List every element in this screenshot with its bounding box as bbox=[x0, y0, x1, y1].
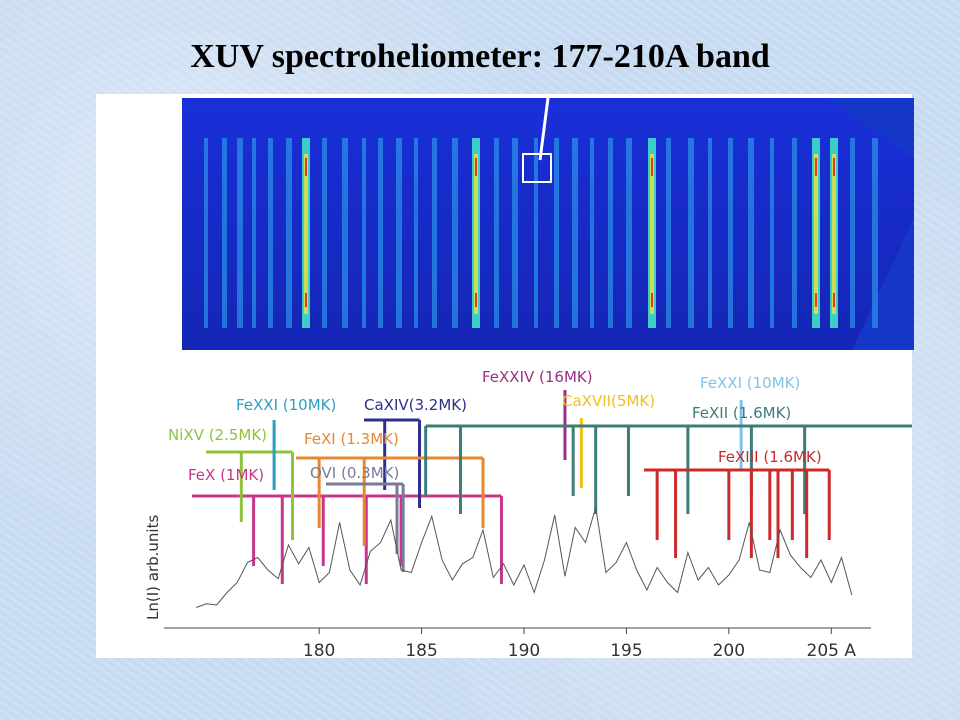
image-stripe bbox=[432, 138, 437, 328]
image-stripe bbox=[666, 138, 671, 328]
image-stripe-peak bbox=[651, 293, 653, 307]
image-stripe bbox=[268, 138, 273, 328]
image-stripe-core bbox=[650, 154, 654, 314]
x-tick-label: 205 A bbox=[807, 641, 857, 660]
x-tick-label: 195 bbox=[610, 641, 642, 660]
ion-label: CaXVII(5MK) bbox=[562, 392, 655, 410]
pointer-line bbox=[538, 98, 550, 161]
image-stripe bbox=[590, 138, 594, 328]
image-stripe-peak bbox=[833, 158, 835, 176]
image-stripe-core bbox=[304, 154, 308, 314]
ion-label: OVI (0.3MK) bbox=[310, 464, 399, 482]
image-stripe bbox=[572, 138, 578, 328]
image-stripe-core bbox=[832, 154, 836, 314]
image-stripe bbox=[222, 138, 227, 328]
ion-label: FeXIII (1.6MK) bbox=[718, 448, 822, 466]
image-stripe-peak bbox=[833, 293, 835, 307]
image-stripe bbox=[708, 138, 712, 328]
image-stripe bbox=[494, 138, 499, 328]
image-stripe bbox=[554, 138, 559, 328]
highlight-box bbox=[522, 153, 552, 183]
image-stripe bbox=[396, 138, 402, 328]
image-stripe bbox=[286, 138, 292, 328]
image-stripe-peak bbox=[305, 158, 307, 176]
image-stripe bbox=[378, 138, 383, 328]
image-stripe bbox=[872, 138, 878, 328]
image-stripe bbox=[342, 138, 348, 328]
image-corner-ur bbox=[827, 98, 914, 158]
spectrum-chart: FeX (1MK) NiXV (2.5MK) FeXXI (10MK) CaXIV(3… bbox=[144, 368, 912, 660]
ion-label: CaXIV(3.2MK) bbox=[364, 396, 467, 414]
image-corner-lr bbox=[852, 218, 914, 350]
ion-label: FeXXI (10MK) bbox=[236, 396, 336, 414]
image-stripe bbox=[748, 138, 754, 328]
x-tick-label: 180 bbox=[303, 641, 335, 660]
ion-label: FeXXIV (16MK) bbox=[482, 368, 593, 386]
image-stripe bbox=[534, 138, 538, 328]
image-stripe bbox=[728, 138, 733, 328]
ion-label: NiXV (2.5MK) bbox=[168, 426, 267, 444]
y-axis-label: Ln(I) arb.units bbox=[144, 515, 162, 620]
x-tick-label: 190 bbox=[508, 641, 540, 660]
ion-label: FeXI (1.3MK) bbox=[304, 430, 399, 448]
chart-title: XUV spectroheliometer: 177-210A band bbox=[190, 38, 770, 75]
image-stripe-peak bbox=[475, 158, 477, 176]
x-tick-label: 185 bbox=[405, 641, 437, 660]
image-stripe bbox=[414, 138, 418, 328]
spectral-line-stripes bbox=[204, 138, 878, 328]
spectroheliogram-image bbox=[182, 98, 914, 350]
image-stripe bbox=[452, 138, 458, 328]
image-stripe-peak bbox=[475, 293, 477, 307]
image-stripe-peak bbox=[815, 293, 817, 307]
image-stripe bbox=[237, 138, 243, 328]
image-stripe-peak bbox=[815, 158, 817, 176]
image-stripe-peak bbox=[651, 158, 653, 176]
image-stripe bbox=[688, 138, 694, 328]
ion-label: FeX (1MK) bbox=[188, 466, 264, 484]
image-stripe bbox=[204, 138, 208, 328]
image-stripe bbox=[770, 138, 774, 328]
image-stripe bbox=[792, 138, 797, 328]
image-stripe bbox=[850, 138, 855, 328]
image-stripe bbox=[322, 138, 327, 328]
ion-label: FeXII (1.6MK) bbox=[692, 404, 791, 422]
image-stripe-peak bbox=[305, 293, 307, 307]
image-stripe bbox=[626, 138, 632, 328]
spectrum-line bbox=[196, 507, 853, 608]
image-stripe bbox=[608, 138, 613, 328]
x-tick-label: 200 bbox=[713, 641, 745, 660]
image-stripe bbox=[362, 138, 366, 328]
image-stripe bbox=[512, 138, 518, 328]
image-stripe bbox=[252, 138, 256, 328]
image-stripe-core bbox=[474, 154, 478, 314]
ion-label: FeXXI (10MK) bbox=[700, 374, 800, 392]
image-stripe-core bbox=[814, 154, 818, 314]
